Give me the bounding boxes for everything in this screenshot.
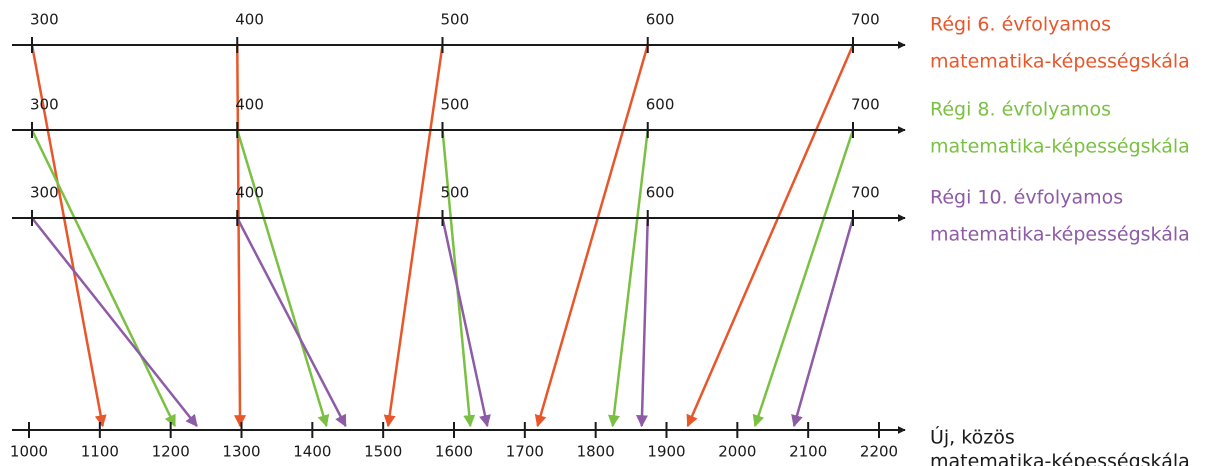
- scale-label: matematika-képességskála: [930, 136, 1190, 158]
- mapping-arrow: [31, 217, 198, 427]
- scale-label: matematika-képességskála: [930, 451, 1190, 466]
- tick-label: 500: [441, 184, 470, 202]
- tick-label: 2200: [860, 443, 898, 461]
- tick-label: 400: [235, 11, 264, 29]
- tick-label: 1900: [647, 443, 685, 461]
- tick-label: 300: [30, 184, 59, 202]
- tick-label: 1700: [506, 443, 544, 461]
- tick-label: 1600: [435, 443, 473, 461]
- mapping-arrow: [636, 217, 649, 428]
- scale-label: Régi 8. évfolyamos: [930, 99, 1111, 121]
- tick-label: 1400: [293, 443, 331, 461]
- tick-label: 600: [646, 96, 675, 114]
- mapping-arrow: [383, 44, 444, 428]
- mapping-arrow: [686, 44, 855, 428]
- mapping-arrow: [30, 44, 107, 428]
- tick-label: 500: [441, 96, 470, 114]
- mapping-arrow: [534, 44, 649, 428]
- mapping-arrow: [441, 217, 491, 428]
- tick-label: 600: [646, 184, 675, 202]
- scale-label: matematika-képességskála: [930, 51, 1190, 73]
- mapping-arrow: [236, 129, 330, 428]
- tick-label: 700: [851, 96, 880, 114]
- tick-label: 300: [30, 11, 59, 29]
- tick-label: 700: [851, 184, 880, 202]
- tick-label: 1000: [10, 443, 48, 461]
- mapping-arrow: [752, 129, 855, 428]
- tick-label: 400: [235, 184, 264, 202]
- mapping-arrow: [236, 217, 347, 428]
- scale-label: matematika-képességskála: [930, 224, 1190, 246]
- tick-label: 300: [30, 96, 59, 114]
- tick-label: 2000: [718, 443, 756, 461]
- mapping-arrow: [791, 217, 855, 428]
- mapping-arrow: [607, 129, 649, 428]
- mapping-arrow: [30, 129, 177, 428]
- tick-label: 1200: [152, 443, 190, 461]
- tick-label: 700: [851, 11, 880, 29]
- tick-label: 400: [235, 96, 264, 114]
- tick-label: 1800: [577, 443, 615, 461]
- scale-label: Új, közös: [930, 425, 1015, 449]
- tick-label: 500: [441, 11, 470, 29]
- tick-label: 1100: [81, 443, 119, 461]
- tick-label: 1500: [364, 443, 402, 461]
- scale-label: Régi 10. évfolyamos: [930, 187, 1123, 209]
- tick-label: 1300: [222, 443, 260, 461]
- scale-label: Régi 6. évfolyamos: [930, 14, 1111, 36]
- tick-label: 2100: [789, 443, 827, 461]
- tick-label: 600: [646, 11, 675, 29]
- mapping-arrow: [234, 44, 247, 428]
